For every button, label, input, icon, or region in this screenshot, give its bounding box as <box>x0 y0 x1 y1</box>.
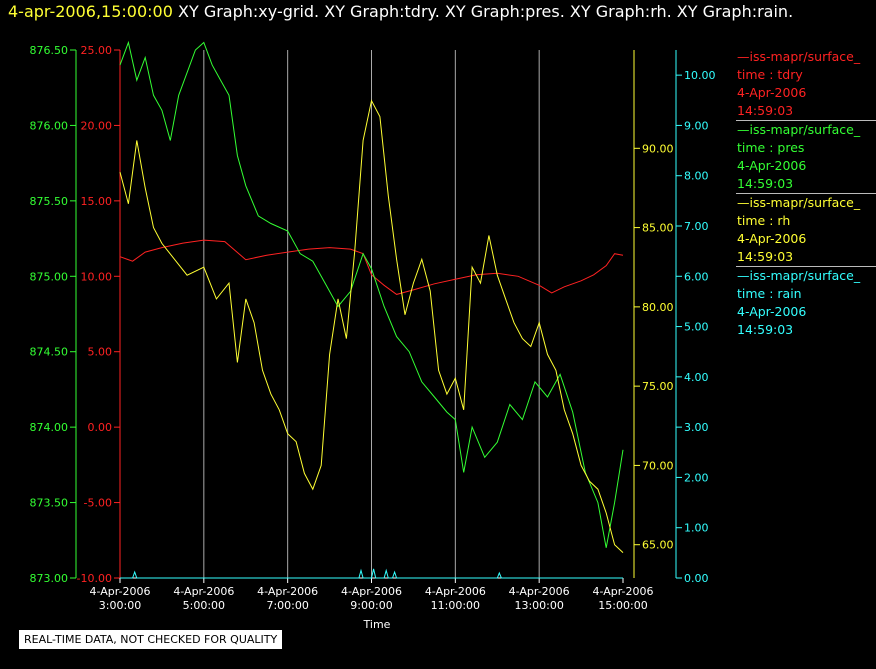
x-tick-label-date: 4-Apr-2006 <box>592 585 653 598</box>
legend-date: 4-Apr-2006 <box>737 231 807 246</box>
legend-date: 4-Apr-2006 <box>737 158 807 173</box>
tdry-tick-label: 10.00 <box>81 270 113 283</box>
tdry-tick-label: -5.00 <box>84 497 112 510</box>
x-tick-label-date: 4-Apr-2006 <box>425 585 486 598</box>
pres-tick-label: 874.50 <box>30 346 69 359</box>
x-tick-label-date: 4-Apr-2006 <box>89 585 150 598</box>
legend-variable: time : tdry <box>737 67 803 82</box>
x-tick-label-date: 4-Apr-2006 <box>173 585 234 598</box>
pres-tick-label: 876.50 <box>30 44 69 57</box>
legend-source: —iss-mapr/surface_ <box>737 195 861 210</box>
x-tick-label-date: 4-Apr-2006 <box>509 585 570 598</box>
legend-variable: time : pres <box>737 140 805 155</box>
tdry-tick-label: 15.00 <box>81 195 113 208</box>
rh-tick-label: 75.00 <box>642 380 674 393</box>
legend-source: —iss-mapr/surface_ <box>737 268 861 283</box>
rain-tick-label: 7.00 <box>684 220 709 233</box>
x-tick-label-time: 7:00:00 <box>266 599 308 612</box>
title-bar: 4-apr-2006,15:00:00 XY Graph:xy-grid. XY… <box>8 2 793 21</box>
rh-tick-label: 80.00 <box>642 301 674 314</box>
legend-entry-rh: —iss-mapr/surface_ time : rh 4-Apr-2006 … <box>736 193 876 266</box>
x-tick-label-date: 4-Apr-2006 <box>257 585 318 598</box>
rain-tick-label: 6.00 <box>684 270 709 283</box>
x-tick-label-time: 5:00:00 <box>183 599 225 612</box>
rain-tick-label: 1.00 <box>684 522 709 535</box>
rain-tick-label: 5.00 <box>684 321 709 334</box>
quality-disclaimer: REAL-TIME DATA, NOT CHECKED FOR QUALITY <box>19 630 283 649</box>
legend-variable: time : rh <box>737 213 791 228</box>
pres-tick-label: 875.50 <box>30 195 69 208</box>
title-graph-list: XY Graph:xy-grid. XY Graph:tdry. XY Grap… <box>178 2 794 21</box>
rh-tick-label: 65.00 <box>642 539 674 552</box>
tdry-series-line <box>119 239 624 295</box>
rh-series-line <box>119 99 624 553</box>
tdry-tick-label: 25.00 <box>81 44 113 57</box>
legend-time: 14:59:03 <box>737 249 794 264</box>
rain-tick-label: 4.00 <box>684 371 709 384</box>
x-tick-label-time: 13:00:00 <box>514 599 563 612</box>
rh-tick-label: 70.00 <box>642 459 674 472</box>
legend-variable: time : rain <box>737 286 802 301</box>
legend-date: 4-Apr-2006 <box>737 304 807 319</box>
pres-tick-label: 875.00 <box>30 270 69 283</box>
rh-tick-label: 85.00 <box>642 222 674 235</box>
rain-tick-label: 3.00 <box>684 421 709 434</box>
legend: —iss-mapr/surface_ time : tdry 4-Apr-200… <box>736 48 876 339</box>
legend-entry-pres: —iss-mapr/surface_ time : pres 4-Apr-200… <box>736 120 876 193</box>
rain-tick-label: 9.00 <box>684 119 709 132</box>
x-tick-label-time: 15:00:00 <box>598 599 647 612</box>
title-timestamp: 4-apr-2006,15:00:00 <box>8 2 173 21</box>
pres-tick-label: 873.50 <box>30 497 69 510</box>
x-tick-label-time: 3:00:00 <box>99 599 141 612</box>
legend-entry-tdry: —iss-mapr/surface_ time : tdry 4-Apr-200… <box>736 48 876 120</box>
pres-series-line <box>119 40 624 548</box>
rh-tick-label: 90.00 <box>642 142 674 155</box>
rain-series-line <box>120 568 623 579</box>
pres-tick-label: 876.00 <box>30 119 69 132</box>
x-axis-title: Time <box>363 618 391 631</box>
legend-source: —iss-mapr/surface_ <box>737 49 861 64</box>
tdry-tick-label: 0.00 <box>88 421 113 434</box>
x-tick-label-time: 9:00:00 <box>350 599 392 612</box>
rain-tick-label: 8.00 <box>684 170 709 183</box>
legend-time: 14:59:03 <box>737 322 794 337</box>
legend-time: 14:59:03 <box>737 103 794 118</box>
rain-tick-label: 0.00 <box>684 572 709 585</box>
tdry-tick-label: -10.00 <box>77 572 112 585</box>
legend-entry-rain: —iss-mapr/surface_ time : rain 4-Apr-200… <box>736 266 876 339</box>
legend-time: 14:59:03 <box>737 176 794 191</box>
x-tick-label-time: 11:00:00 <box>431 599 480 612</box>
pres-tick-label: 874.00 <box>30 421 69 434</box>
legend-date: 4-Apr-2006 <box>737 85 807 100</box>
tdry-tick-label: 5.00 <box>88 346 113 359</box>
legend-source: —iss-mapr/surface_ <box>737 122 861 137</box>
pres-tick-label: 873.00 <box>30 572 69 585</box>
x-tick-label-date: 4-Apr-2006 <box>341 585 402 598</box>
tdry-tick-label: 20.00 <box>81 119 113 132</box>
rain-tick-label: 2.00 <box>684 471 709 484</box>
rain-tick-label: 10.00 <box>684 69 716 82</box>
